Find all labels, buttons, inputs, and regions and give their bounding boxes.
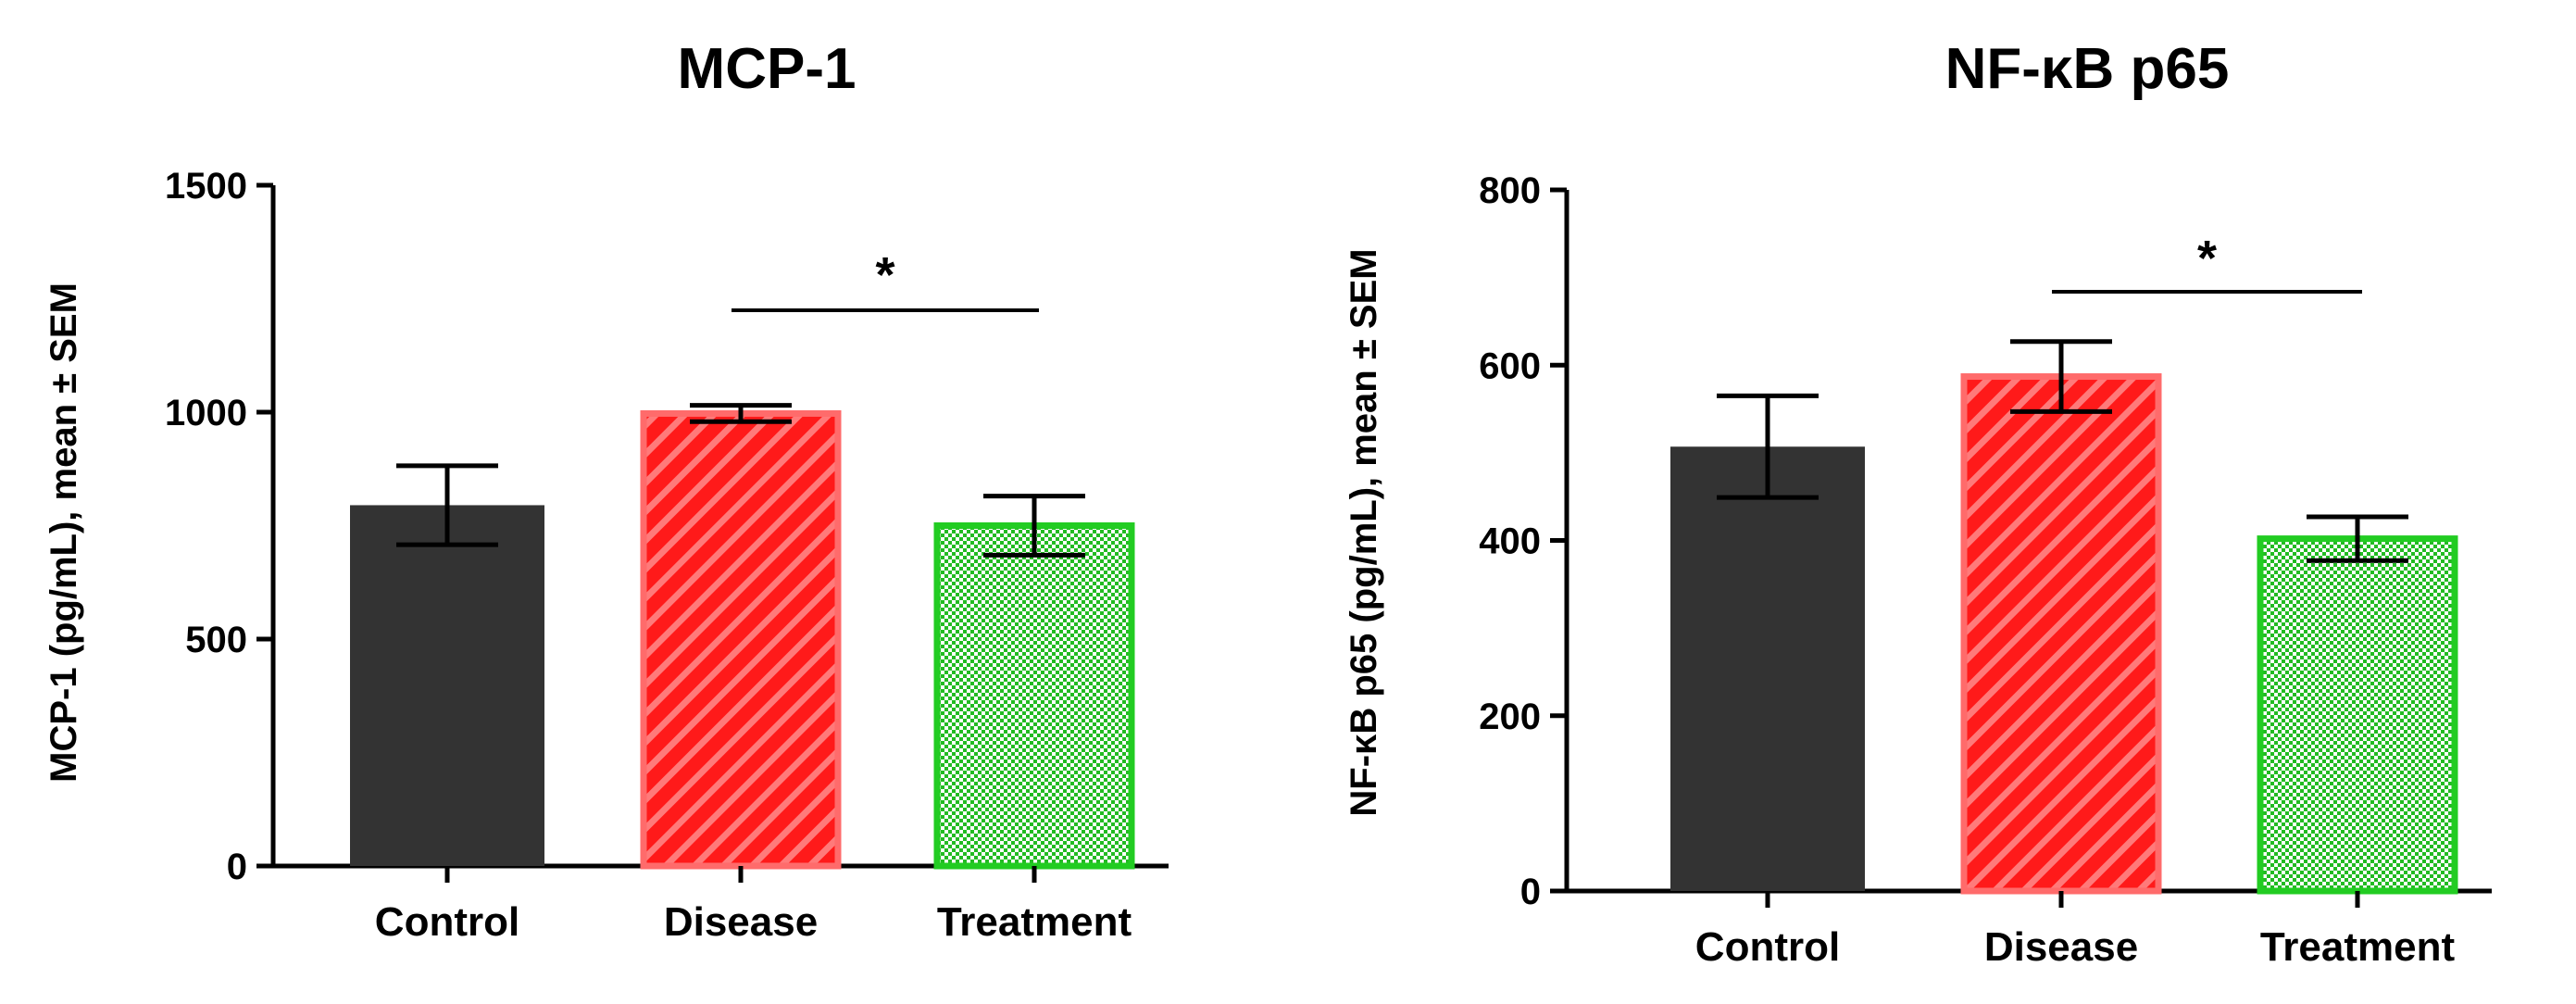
bar-treatment bbox=[2257, 535, 2458, 895]
x-tick-label: Control bbox=[375, 899, 519, 945]
bar-disease bbox=[1960, 373, 2162, 895]
y-tick-label: 1500 bbox=[165, 166, 247, 207]
y-tick-label: 600 bbox=[1479, 345, 1541, 386]
y-tick-label: 500 bbox=[185, 620, 247, 660]
chart-title: NF-κB p65 bbox=[1945, 37, 2230, 101]
bar-control bbox=[350, 505, 544, 866]
x-tick-label: Treatment bbox=[2260, 924, 2456, 970]
y-tick-label: 1000 bbox=[165, 393, 247, 433]
bar-control bbox=[1670, 446, 1865, 891]
y-tick-label: 800 bbox=[1479, 170, 1541, 211]
y-axis-label: NF-κB p65 (pg/mL), mean ± SEM bbox=[1344, 248, 1384, 816]
chart-title: MCP-1 bbox=[678, 37, 857, 101]
chart-panel-mcp1: MCP-1 MCP-1 (pg/mL), mean ± SEM 0 500 1000… bbox=[44, 37, 1169, 945]
chart-panel-nfkb: NF-κB p65 NF-κB p65 (pg/mL), mean ± SEM … bbox=[1344, 37, 2492, 970]
x-tick-label: Control bbox=[1695, 924, 1840, 970]
y-tick-label: 400 bbox=[1479, 521, 1541, 562]
bar-disease bbox=[640, 409, 842, 870]
significance-marker: * bbox=[875, 247, 894, 303]
x-tick-label: Disease bbox=[664, 899, 818, 945]
y-tick-label: 0 bbox=[1520, 872, 1541, 912]
y-tick-label: 200 bbox=[1479, 697, 1541, 737]
y-axis-label: MCP-1 (pg/mL), mean ± SEM bbox=[44, 282, 84, 783]
y-tick-label: 0 bbox=[227, 847, 247, 887]
significance-marker: * bbox=[2197, 231, 2217, 286]
x-tick-label: Treatment bbox=[937, 899, 1132, 945]
x-tick-label: Disease bbox=[1984, 924, 2138, 970]
bar-treatment bbox=[933, 522, 1135, 870]
